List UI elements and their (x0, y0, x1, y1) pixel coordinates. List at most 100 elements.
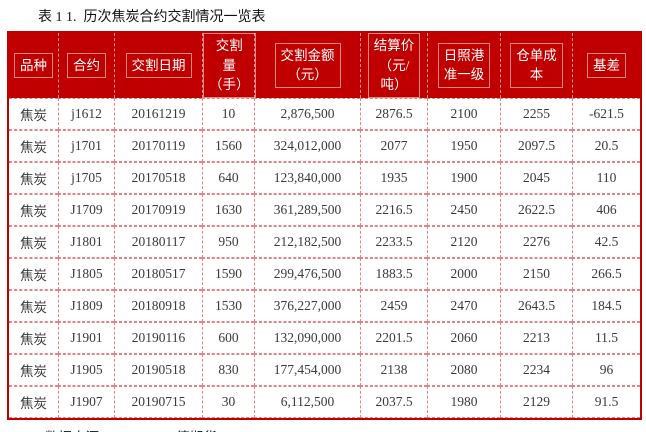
cell-basis: 91.5 (572, 385, 640, 418)
cell-delivery-amount: 6,112,500 (254, 385, 360, 418)
cell-warehouse-receipt-cost: 2234 (500, 353, 572, 386)
cell-contract: J1905 (58, 353, 114, 386)
cell-settlement-price: 2138 (360, 353, 427, 386)
header-delivery-date: 交割日期 (114, 33, 202, 98)
cell-variety: 焦炭 (9, 257, 58, 290)
cell-warehouse-receipt-cost: 2622.5 (500, 193, 572, 226)
cell-warehouse-receipt-cost: 2097.5 (500, 129, 572, 162)
cell-delivery-date: 20180517 (114, 257, 202, 290)
cell-variety: 焦炭 (9, 353, 58, 386)
table-title: 表 1 1. 历次焦炭合约交割情况一览表 (38, 10, 266, 25)
cell-delivery-volume: 950 (202, 225, 254, 258)
table-row: 焦炭 J1901 20190116 600 132,090,000 2201.5… (9, 321, 640, 354)
cell-delivery-date: 20170919 (114, 193, 202, 226)
header-variety-label: 品种 (14, 52, 53, 79)
header-delivery-date-label: 交割日期 (125, 52, 192, 79)
table-row: 焦炭 J1805 20180517 1590 299,476,500 1883.… (9, 257, 640, 290)
cell-delivery-amount: 2,876,500 (254, 97, 360, 130)
cell-delivery-date: 20180918 (114, 289, 202, 322)
cell-delivery-amount: 123,840,000 (254, 161, 360, 194)
cell-delivery-volume: 1590 (202, 257, 254, 290)
table-row: 焦炭 J1709 20170919 1630 361,289,500 2216.… (9, 193, 640, 226)
cell-contract: J1901 (58, 321, 114, 354)
table-body: 焦炭 j1612 20161219 10 2,876,500 2876.5 21… (9, 97, 640, 418)
cell-settlement-price: 2876.5 (360, 97, 427, 130)
coke-delivery-table: 品种 合约 交割日期 交割 量 （手） 交割金额 （元） 结算价 （元/ 吨） … (7, 31, 642, 420)
cell-settlement-price: 2037.5 (360, 385, 427, 418)
table-row: 焦炭 j1705 20170518 640 123,840,000 1935 1… (9, 161, 640, 194)
cell-contract: J1907 (58, 385, 114, 418)
table-row: 焦炭 J1809 20180918 1530 376,227,000 2459 … (9, 289, 640, 322)
cell-delivery-amount: 177,454,000 (254, 353, 360, 386)
header-contract-label: 合约 (67, 52, 106, 79)
data-source-note: 数据来源：WIND、一德期货 (45, 426, 646, 432)
table-row: 焦炭 J1905 20190518 830 177,454,000 2138 2… (9, 353, 640, 386)
cell-delivery-date: 20190518 (114, 353, 202, 386)
header-basis-label: 基差 (587, 52, 626, 79)
cell-variety: 焦炭 (9, 129, 58, 162)
cell-settlement-price: 2077 (360, 129, 427, 162)
cell-rizhao-port-grade: 2080 (427, 353, 500, 386)
cell-basis: 406 (572, 193, 640, 226)
cell-basis: 42.5 (572, 225, 640, 258)
header-delivery-volume: 交割 量 （手） (202, 33, 256, 98)
cell-delivery-amount: 324,012,000 (254, 129, 360, 162)
header-rizhao-port-grade: 日照港 准一级 (427, 33, 500, 98)
cell-basis: 20.5 (572, 129, 640, 162)
cell-contract: J1801 (58, 225, 114, 258)
cell-rizhao-port-grade: 1980 (427, 385, 500, 418)
cell-delivery-volume: 30 (202, 385, 254, 418)
cell-warehouse-receipt-cost: 2150 (500, 257, 572, 290)
cell-basis: 96 (572, 353, 640, 386)
header-warehouse-receipt-cost: 仓单成 本 (500, 33, 572, 98)
table-row: 焦炭 j1612 20161219 10 2,876,500 2876.5 21… (9, 97, 640, 130)
cell-delivery-amount: 212,182,500 (254, 225, 360, 258)
header-delivery-volume-label: 交割 量 （手） (203, 33, 256, 98)
cell-rizhao-port-grade: 2450 (427, 193, 500, 226)
cell-delivery-date: 20170518 (114, 161, 202, 194)
cell-variety: 焦炭 (9, 193, 58, 226)
cell-contract: j1612 (58, 97, 114, 130)
cell-variety: 焦炭 (9, 225, 58, 258)
cell-variety: 焦炭 (9, 161, 58, 194)
cell-rizhao-port-grade: 1950 (427, 129, 500, 162)
cell-warehouse-receipt-cost: 2255 (500, 97, 572, 130)
cell-delivery-date: 20170119 (114, 129, 202, 162)
table-row: 焦炭 J1907 20190715 30 6,112,500 2037.5 19… (9, 385, 640, 418)
cell-delivery-date: 20190715 (114, 385, 202, 418)
cell-basis: 184.5 (572, 289, 640, 322)
header-row: 品种 合约 交割日期 交割 量 （手） 交割金额 （元） 结算价 （元/ 吨） … (9, 33, 640, 98)
cell-basis: 110 (572, 161, 640, 194)
cell-delivery-volume: 10 (202, 97, 254, 130)
cell-settlement-price: 2233.5 (360, 225, 427, 258)
cell-variety: 焦炭 (9, 289, 58, 322)
header-delivery-amount: 交割金额 （元） (254, 33, 360, 98)
cell-settlement-price: 2459 (360, 289, 427, 322)
header-settlement-price-label: 结算价 （元/ 吨） (367, 33, 421, 98)
cell-warehouse-receipt-cost: 2213 (500, 321, 572, 354)
cell-basis: 266.5 (572, 257, 640, 290)
cell-delivery-amount: 132,090,000 (254, 321, 360, 354)
cell-delivery-date: 20161219 (114, 97, 202, 130)
cell-delivery-date: 20180117 (114, 225, 202, 258)
cell-settlement-price: 2201.5 (360, 321, 427, 354)
cell-warehouse-receipt-cost: 2276 (500, 225, 572, 258)
header-variety: 品种 (9, 33, 58, 98)
cell-delivery-amount: 361,289,500 (254, 193, 360, 226)
header-settlement-price: 结算价 （元/ 吨） (360, 33, 427, 98)
cell-basis: 11.5 (572, 321, 640, 354)
table-row: 焦炭 j1701 20170119 1560 324,012,000 2077 … (9, 129, 640, 162)
cell-variety: 焦炭 (9, 97, 58, 130)
cell-variety: 焦炭 (9, 385, 58, 418)
cell-contract: J1709 (58, 193, 114, 226)
cell-settlement-price: 1935 (360, 161, 427, 194)
cell-contract: j1701 (58, 129, 114, 162)
header-delivery-amount-label: 交割金额 （元） (274, 42, 341, 88)
cell-warehouse-receipt-cost: 2129 (500, 385, 572, 418)
table-row: 焦炭 J1801 20180117 950 212,182,500 2233.5… (9, 225, 640, 258)
cell-delivery-date: 20190116 (114, 321, 202, 354)
cell-delivery-amount: 299,476,500 (254, 257, 360, 290)
cell-delivery-volume: 830 (202, 353, 254, 386)
cell-rizhao-port-grade: 2060 (427, 321, 500, 354)
